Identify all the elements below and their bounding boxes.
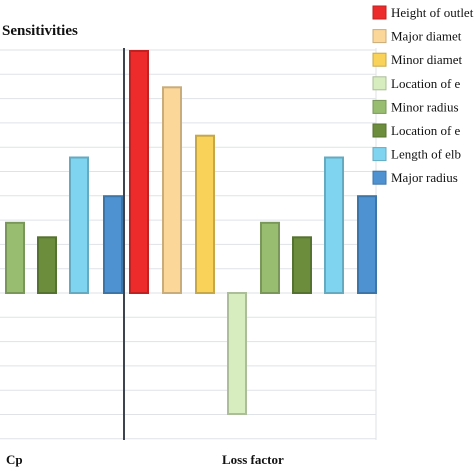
legend-swatch-length-of-elb: [372, 147, 387, 162]
bar-location-of-e-loss-factor: [227, 292, 247, 415]
legend-label-location-of-e: Location of e: [391, 76, 461, 91]
legend-label-minor-diamet: Minor diamet: [391, 52, 463, 67]
bar-minor-radius-loss-factor: [260, 221, 280, 294]
bar-major-diamet-loss-factor: [162, 86, 182, 294]
legend-label-major-diamet: Major diamet: [391, 29, 462, 44]
legend-swatch-major-radius: [372, 170, 387, 185]
legend-swatch-minor-diamet: [372, 52, 387, 67]
legend-swatch-major-diamet: [372, 29, 387, 44]
legend-swatch-location-of-e: [372, 76, 387, 91]
legend-label-height-of-outlet: Height of outlet: [391, 5, 474, 20]
bar-height-of-outlet-loss-factor: [129, 50, 149, 294]
bar-length-of-elb-loss-factor: [324, 156, 344, 294]
legend-label-length-of-elb: Length of elb: [391, 147, 461, 162]
bar-minor-diamet-loss-factor: [195, 134, 215, 294]
legend-label-minor-radius: Minor radius: [391, 99, 459, 114]
bar-location-of-e-loss-factor: [292, 236, 312, 295]
bars-group: [5, 50, 377, 415]
bar-major-radius-loss-factor: [357, 195, 377, 294]
legend-swatch-location-of-e: [372, 123, 387, 138]
bar-location-of-e-cp: [37, 236, 57, 295]
bar-length-of-elb-cp: [69, 156, 89, 294]
legend-label-major-radius: Major radius: [391, 170, 458, 185]
legend-label-location-of-e: Location of e: [391, 123, 461, 138]
legend-swatch-minor-radius: [372, 99, 387, 114]
group-label-loss-factor: Loss factor: [222, 452, 284, 467]
group-label-cp: Cp: [6, 452, 23, 467]
chart-title: Sensitivities: [2, 23, 78, 39]
legend-swatch-height-of-outlet: [372, 5, 387, 20]
bar-major-radius-cp: [103, 195, 123, 294]
legend: Height of outlet Major diamet Minor diamet…: [372, 5, 474, 185]
bar-minor-radius-cp: [5, 221, 25, 294]
